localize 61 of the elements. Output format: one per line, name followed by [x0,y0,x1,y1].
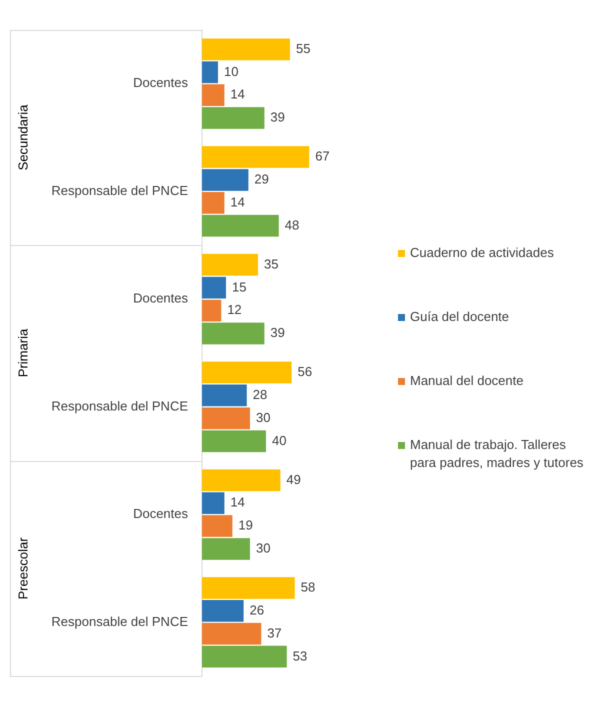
y-tick-label: Responsable del PNCE [51,398,188,414]
bar [202,61,218,84]
data-label: 35 [264,256,278,272]
y-tick-label: Docentes [133,506,188,522]
data-label: 14 [230,494,245,510]
bar [202,469,280,492]
data-label: 10 [224,64,238,79]
bar [202,322,264,344]
data-label: 30 [256,410,270,425]
legend-label: Manual del docente [410,372,524,390]
data-label: 49 [286,472,301,487]
legend-label: Cuaderno de actividades [410,244,554,262]
data-label: 48 [284,217,300,232]
data-label: 39 [270,325,285,340]
bar [202,169,248,191]
data-label: 39 [270,110,285,125]
bar [202,384,247,406]
bar [202,146,310,168]
bar [202,254,258,276]
data-label: 67 [315,148,330,164]
text: Preescolar [16,536,31,600]
bar [202,407,250,430]
bar [202,192,224,214]
data-label: 19 [238,518,253,533]
data-label: 14 [230,86,245,102]
bar [202,577,295,599]
data-label: 28 [252,387,268,402]
bar [202,107,264,129]
text: Primaria [16,328,31,378]
legend-label: Manual de trabajo. Talleres para padres, madres y tutores [410,436,584,472]
bar [202,600,244,622]
bar [202,515,232,537]
data-label: 14 [230,194,245,210]
data-label: 55 [296,40,310,56]
data-label: 53 [292,648,308,664]
bar [202,300,222,322]
legend-label: Guía del docente [410,308,510,326]
bar [202,362,292,384]
bar [202,430,266,452]
data-label: 56 [298,364,312,380]
y-tick-label: Responsable del PNCE [51,182,188,198]
data-label: 29 [254,172,269,187]
data-label: 30 [256,540,270,556]
data-label: 40 [272,432,286,448]
bar [202,276,226,299]
data-label: 12 [227,302,242,318]
y-tick-label: Docentes [133,290,188,306]
bar [202,538,250,560]
text: Secundaria [16,104,31,170]
data-label: 26 [250,602,264,618]
data-label: 15 [232,279,246,294]
data-label: 37 [267,625,282,640]
bar [202,214,279,237]
bar [202,38,290,60]
bar [202,646,287,668]
y-tick-label: Docentes [133,75,188,90]
bar [202,492,224,514]
bar [202,84,224,106]
y-tick-label: Responsable del PNCE [51,614,188,629]
data-label: 58 [300,580,316,595]
bar [202,622,262,645]
